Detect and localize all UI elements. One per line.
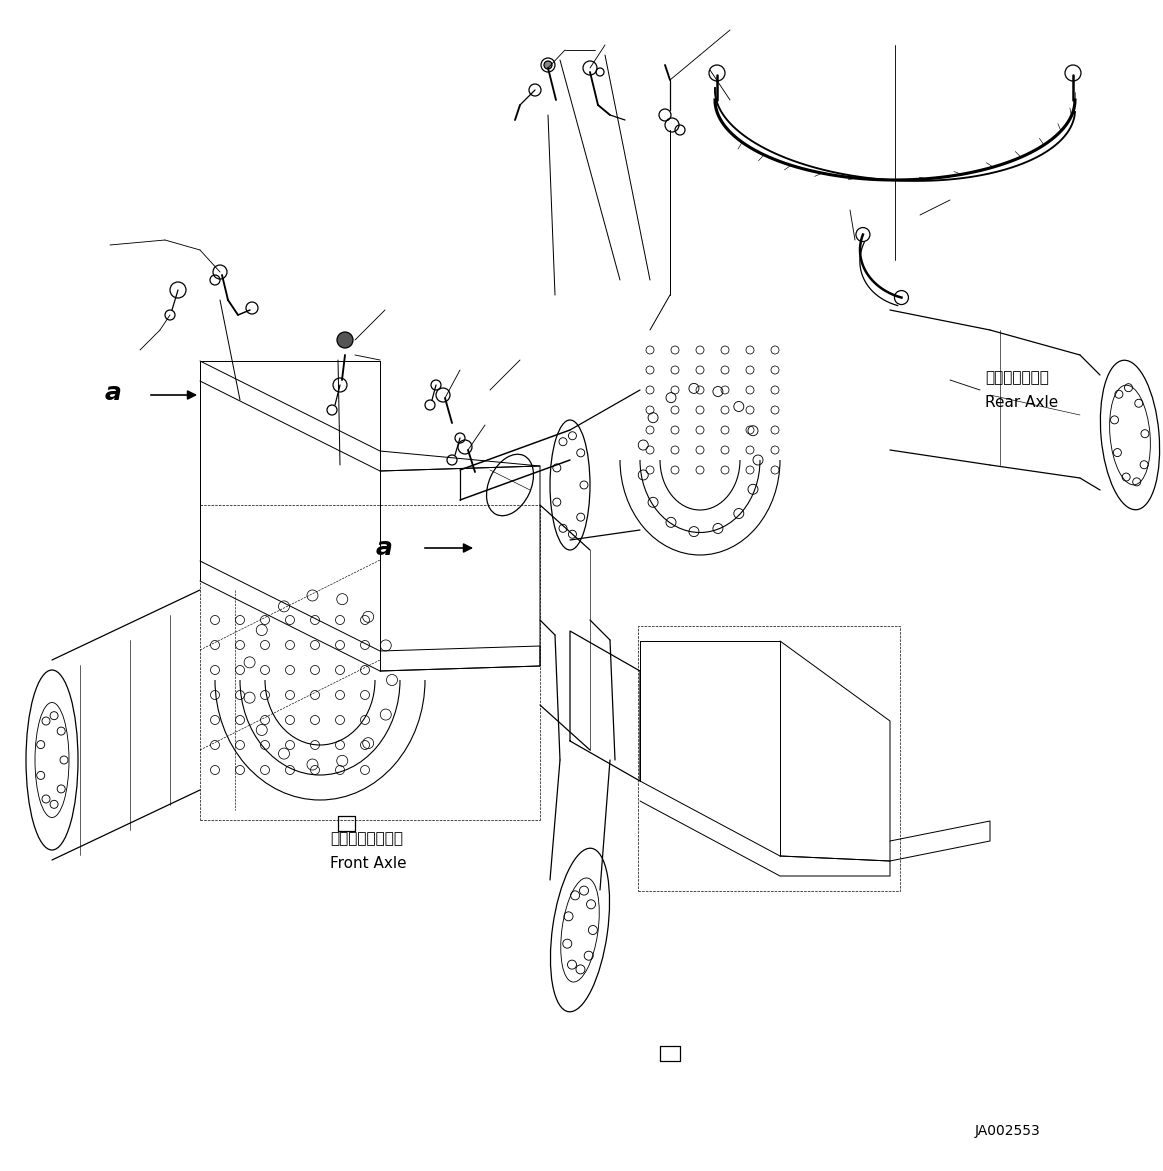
Text: a: a — [105, 381, 122, 405]
Text: フロントアクスル: フロントアクスル — [330, 831, 404, 845]
Text: Front Axle: Front Axle — [330, 856, 407, 871]
Text: Rear Axle: Rear Axle — [985, 395, 1058, 410]
Circle shape — [544, 61, 552, 69]
Text: JA002553: JA002553 — [975, 1124, 1041, 1138]
Text: a: a — [376, 536, 393, 560]
Circle shape — [337, 333, 354, 348]
Text: リヤーアクスル: リヤーアクスル — [985, 370, 1049, 385]
